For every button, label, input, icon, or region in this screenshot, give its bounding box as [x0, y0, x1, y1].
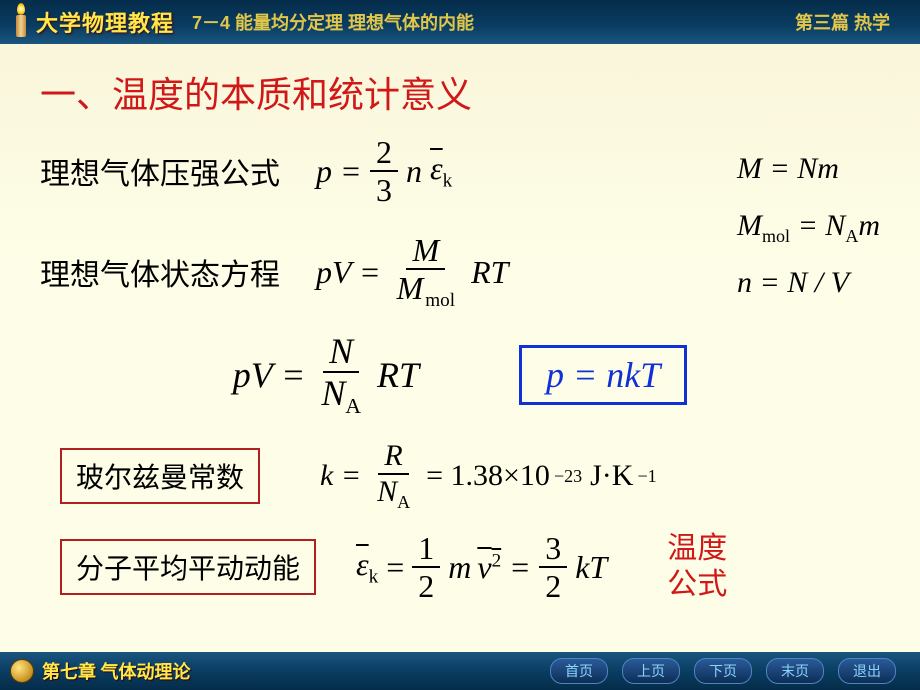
nav-prev[interactable]: 上页	[622, 658, 680, 684]
pressure-label: 理想气体压强公式	[40, 149, 280, 193]
nav-buttons: 首页 上页 下页 末页 退出	[550, 658, 910, 684]
temp-formula-label: 温度 公式	[667, 531, 727, 603]
formula-pressure: p = 2 3 n εk	[316, 136, 452, 206]
nav-exit[interactable]: 退出	[838, 658, 896, 684]
side-eq-2: Mmol = NAm	[737, 197, 880, 254]
nav-home[interactable]: 首页	[550, 658, 608, 684]
formula-state: pV = M Mmol RT	[316, 234, 508, 311]
formula-epsk: εk = 1 2 m v2 = 3 2 kT	[356, 532, 607, 602]
formula-pnkt-box: p = nkT	[519, 345, 687, 405]
state-label: 理想气体状态方程	[40, 250, 280, 294]
medal-icon	[10, 659, 34, 683]
page-heading: 一、温度的本质和统计意义	[40, 66, 880, 118]
kinetic-label-box: 分子平均平动动能	[60, 539, 316, 595]
nav-last[interactable]: 末页	[766, 658, 824, 684]
footer-chapter: 第七章 气体动理论	[42, 658, 191, 684]
chapter-title: 7－4 能量均分定理 理想气体的内能	[192, 9, 474, 35]
section-title: 第三篇 热学	[795, 9, 890, 35]
formula-kconst: k = R NA = 1.38×10−23 J·K−1	[320, 441, 657, 511]
formula-pv-nrt: pV = N NA RT	[233, 333, 419, 418]
top-bar: 大学物理教程 7－4 能量均分定理 理想气体的内能 第三篇 热学	[0, 0, 920, 44]
side-eq-3: n = N / V	[737, 254, 880, 311]
footer-bar: 第七章 气体动理论 首页 上页 下页 末页 退出	[0, 652, 920, 690]
side-eq-1: M = Nm	[737, 140, 880, 197]
content-area: 一、温度的本质和统计意义 理想气体压强公式 p = 2 3 n εk M = N…	[0, 44, 920, 603]
logo-text: 大学物理教程	[36, 6, 174, 38]
nav-next[interactable]: 下页	[694, 658, 752, 684]
side-equations: M = Nm Mmol = NAm n = N / V	[737, 140, 880, 311]
boltzmann-label-box: 玻尔兹曼常数	[60, 448, 260, 504]
candle-icon	[12, 7, 30, 37]
